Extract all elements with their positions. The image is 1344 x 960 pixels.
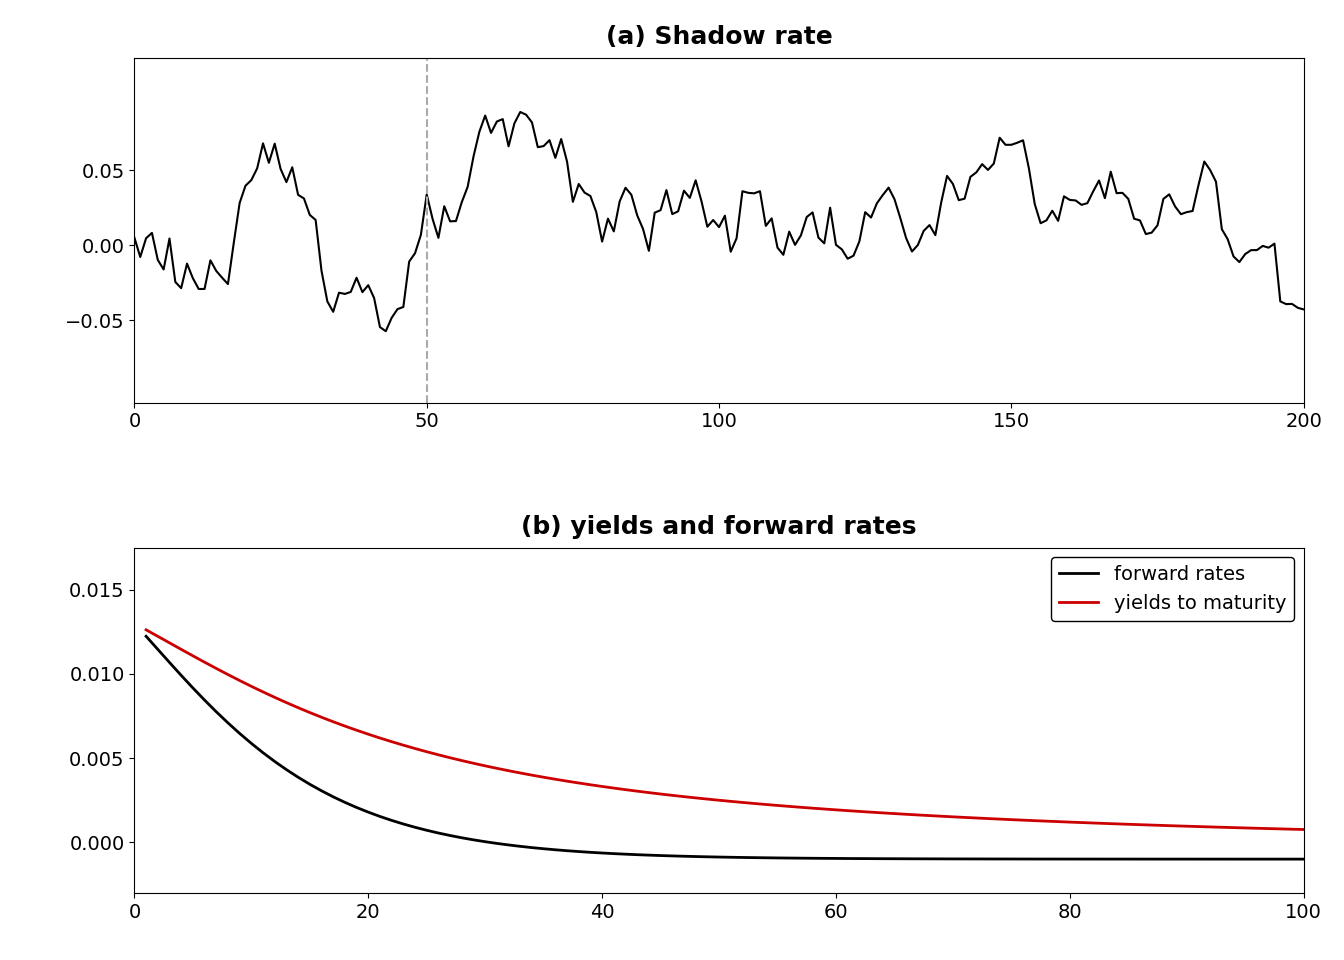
forward rates <box>407 822 423 833</box>
yields to maturity <box>1236 822 1253 833</box>
forward rates <box>828 852 844 864</box>
yields to maturity <box>1296 824 1312 835</box>
forward rates <box>1236 853 1253 865</box>
forward rates <box>360 806 376 818</box>
yields to maturity <box>1202 821 1218 832</box>
Line: forward rates: forward rates <box>146 636 1304 859</box>
yields to maturity <box>828 804 844 816</box>
Line: yields to maturity: yields to maturity <box>146 630 1304 829</box>
forward rates <box>734 852 750 863</box>
forward rates <box>1296 853 1312 865</box>
forward rates <box>1202 853 1218 865</box>
Title: (b) yields and forward rates: (b) yields and forward rates <box>521 515 917 539</box>
yields to maturity <box>407 743 423 755</box>
yields to maturity <box>360 729 376 740</box>
yields to maturity <box>734 797 750 808</box>
Legend: forward rates, yields to maturity: forward rates, yields to maturity <box>1051 558 1294 621</box>
Title: (a) Shadow rate: (a) Shadow rate <box>606 25 832 49</box>
forward rates <box>138 631 155 642</box>
yields to maturity <box>138 624 155 636</box>
